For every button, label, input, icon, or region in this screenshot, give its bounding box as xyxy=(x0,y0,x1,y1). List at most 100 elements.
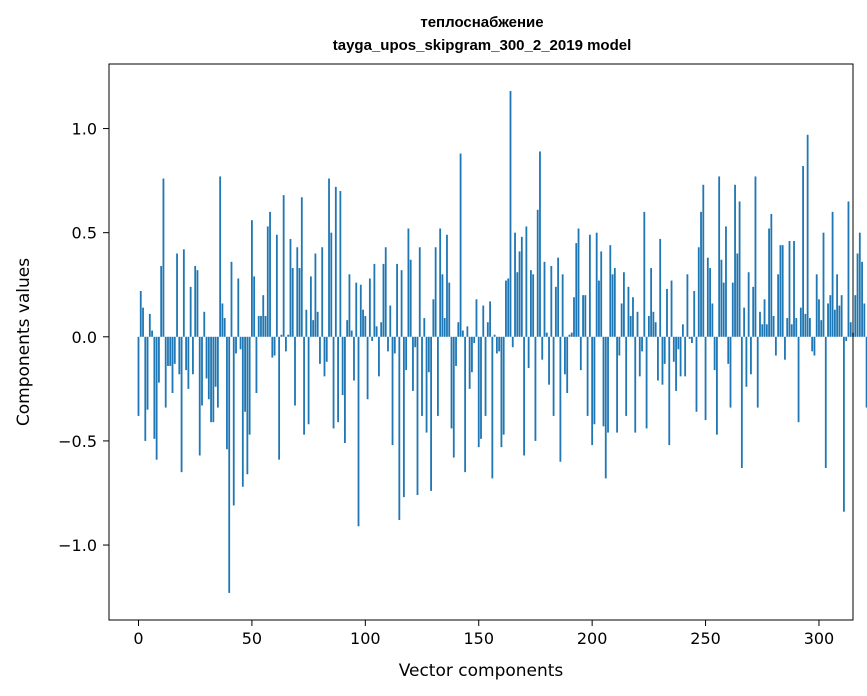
bar xyxy=(473,336,476,344)
bar xyxy=(402,336,405,498)
bar xyxy=(416,336,419,496)
bar xyxy=(146,336,149,410)
bar xyxy=(666,288,668,337)
bar xyxy=(843,336,845,512)
bar xyxy=(187,336,190,389)
bar xyxy=(541,336,544,360)
bar xyxy=(838,305,841,337)
y-tick-label: −0.5 xyxy=(58,432,97,451)
bar xyxy=(684,336,687,377)
bar xyxy=(498,336,501,352)
bar xyxy=(759,311,761,337)
bar xyxy=(264,315,267,337)
bar xyxy=(275,234,278,337)
bar xyxy=(813,336,816,356)
bar xyxy=(564,336,566,375)
bar xyxy=(280,334,283,337)
x-axis: 0 50 100 150 200 250 300 xyxy=(133,620,834,648)
x-tick-label: 100 xyxy=(350,629,381,648)
bar xyxy=(634,336,637,433)
bar xyxy=(321,247,324,337)
bar xyxy=(312,320,315,337)
bar xyxy=(262,295,265,337)
bar xyxy=(793,241,795,337)
bar xyxy=(412,336,414,391)
bar xyxy=(400,270,403,337)
bar xyxy=(235,336,237,354)
bar xyxy=(713,336,716,371)
bar xyxy=(164,336,167,408)
bar xyxy=(255,336,258,394)
bar xyxy=(514,232,516,337)
bar xyxy=(464,336,467,473)
bar xyxy=(550,265,553,337)
bar xyxy=(353,336,355,381)
bar xyxy=(856,253,859,337)
bar xyxy=(189,286,192,337)
bar xyxy=(863,303,866,337)
bar xyxy=(486,322,489,337)
bar xyxy=(625,336,628,416)
bar xyxy=(663,336,666,364)
bar xyxy=(686,274,689,337)
bar xyxy=(405,336,408,371)
bar xyxy=(681,324,684,337)
bar xyxy=(334,186,337,337)
bar xyxy=(344,336,346,443)
bar xyxy=(448,282,451,337)
bar xyxy=(691,336,693,344)
bar xyxy=(638,336,641,377)
bar xyxy=(591,336,594,446)
bar xyxy=(865,336,867,408)
bar xyxy=(219,176,222,337)
bar xyxy=(752,286,755,337)
bar xyxy=(523,336,525,456)
bar xyxy=(747,272,750,337)
bar xyxy=(799,307,802,337)
bar xyxy=(613,268,616,337)
bar xyxy=(339,191,342,337)
bar xyxy=(294,336,296,406)
x-tick-label: 200 xyxy=(577,629,608,648)
bar xyxy=(554,286,557,337)
bar xyxy=(552,336,555,416)
bar xyxy=(273,336,276,356)
bar xyxy=(432,299,435,337)
bar xyxy=(182,249,185,337)
bar xyxy=(291,268,294,337)
bar xyxy=(502,336,505,435)
bar xyxy=(595,232,598,337)
bar xyxy=(341,336,344,396)
bar xyxy=(815,274,818,337)
bar xyxy=(745,336,748,387)
bar xyxy=(566,336,569,394)
bar xyxy=(393,336,396,354)
bar xyxy=(423,318,426,337)
bar xyxy=(725,226,727,337)
bar xyxy=(176,253,178,337)
bar xyxy=(375,326,378,337)
bar xyxy=(561,274,564,337)
bar xyxy=(228,336,231,593)
bar xyxy=(824,336,827,468)
y-tick-label: 0.0 xyxy=(72,328,97,347)
bar xyxy=(770,213,773,337)
bar xyxy=(489,301,491,337)
bar xyxy=(421,336,423,416)
chart-title: теплоснабжение xyxy=(420,14,543,31)
bar xyxy=(468,336,471,389)
bar xyxy=(822,232,825,337)
bar xyxy=(396,263,398,337)
bar xyxy=(384,247,387,337)
bar xyxy=(450,336,453,429)
bar xyxy=(779,245,782,337)
bar xyxy=(734,184,736,337)
bar xyxy=(661,336,664,385)
bar xyxy=(260,315,262,337)
bar xyxy=(475,299,478,337)
x-tick-label: 300 xyxy=(804,629,835,648)
bar xyxy=(373,263,376,337)
bar xyxy=(309,276,312,337)
bar xyxy=(618,336,621,356)
